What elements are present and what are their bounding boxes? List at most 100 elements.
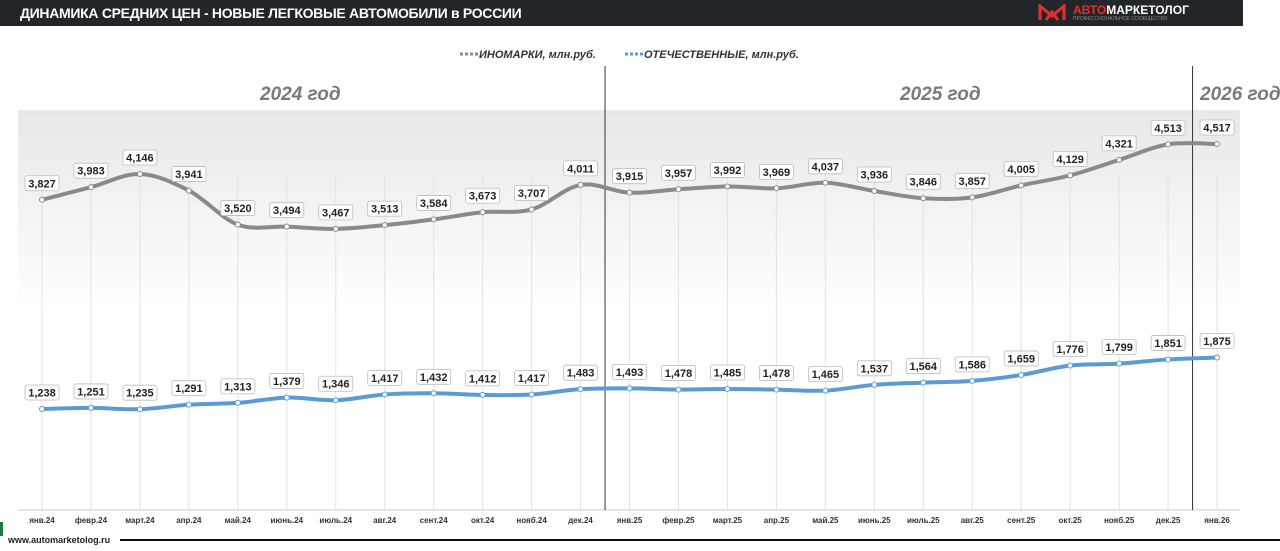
x-tick-label: нояб.25 — [1104, 516, 1135, 525]
data-point — [920, 195, 927, 202]
data-label: 1,659 — [1007, 353, 1035, 365]
data-point — [969, 194, 976, 201]
data-label: 1,478 — [763, 368, 791, 380]
data-label-box — [905, 358, 941, 375]
data-point — [920, 379, 927, 386]
data-point — [430, 390, 437, 397]
data-point — [577, 386, 584, 393]
data-point — [479, 209, 486, 216]
data-label-box — [465, 370, 501, 387]
x-tick-label: апр.25 — [764, 516, 790, 525]
brand-name: АВТОМАРКЕТОЛОГ — [1073, 3, 1189, 17]
data-label: 1,493 — [616, 367, 644, 379]
data-label-box — [612, 363, 647, 380]
x-tick-label: окт.24 — [471, 516, 495, 525]
x-tick-label: дек.24 — [568, 516, 593, 525]
data-label: 3,520 — [224, 203, 252, 215]
data-label-box — [856, 360, 892, 377]
data-label: 1,776 — [1056, 344, 1084, 356]
data-label-box — [465, 187, 501, 204]
data-point — [969, 377, 976, 384]
data-label-box — [1199, 119, 1235, 136]
x-tick-label: сент.25 — [1007, 516, 1036, 525]
data-point — [185, 187, 192, 194]
data-label: 3,936 — [861, 169, 889, 181]
x-tick-label: февр.24 — [75, 516, 108, 525]
data-label-box — [710, 162, 745, 178]
x-tick-label: дек.25 — [1156, 516, 1181, 525]
data-label-box — [710, 364, 745, 381]
data-label-box — [563, 364, 598, 381]
year-label-2025: 2025 год — [899, 84, 981, 105]
data-point — [626, 189, 633, 196]
data-point — [724, 183, 731, 190]
data-label: 3,467 — [322, 207, 350, 219]
data-label: 3,513 — [371, 204, 399, 216]
data-label: 4,037 — [812, 161, 840, 173]
data-label: 1,851 — [1154, 338, 1182, 350]
data-point — [39, 405, 45, 412]
footer-rule — [120, 539, 1280, 541]
data-point — [871, 187, 878, 194]
data-point — [87, 404, 94, 411]
data-point — [626, 385, 633, 392]
data-label-box — [661, 365, 696, 381]
x-tick-label: янв.24 — [29, 516, 55, 525]
data-label: 3,983 — [77, 166, 105, 178]
data-label-box — [954, 356, 990, 373]
data-label-box — [1199, 333, 1235, 349]
x-tick-label: окт.25 — [1059, 516, 1083, 525]
data-label-box — [171, 380, 207, 397]
data-label-box — [269, 373, 305, 389]
data-label: 3,957 — [665, 168, 693, 180]
data-label: 3,992 — [714, 165, 742, 177]
x-tick-label: апр.24 — [176, 516, 202, 525]
data-point — [381, 222, 388, 229]
data-label-box — [1101, 339, 1137, 356]
x-tick-label: март.24 — [125, 516, 155, 525]
data-label: 4,517 — [1203, 123, 1231, 135]
data-label-box — [220, 378, 256, 395]
data-label: 1,483 — [567, 368, 595, 380]
data-point — [39, 196, 45, 203]
data-point — [773, 185, 780, 192]
data-label-box — [24, 175, 60, 192]
data-label-box — [220, 200, 256, 216]
data-label: 4,146 — [126, 153, 154, 165]
data-label-box — [807, 366, 843, 383]
x-tick-label: янв.26 — [1204, 516, 1230, 525]
data-label: 1,586 — [958, 359, 986, 371]
legend-domestic: ОТЕЧЕСТВЕННЫЕ, млн.руб. — [644, 49, 799, 61]
data-point — [1067, 362, 1074, 369]
data-label: 1,799 — [1105, 342, 1133, 354]
data-label-box — [1052, 341, 1088, 357]
data-label-box — [807, 158, 843, 175]
data-label: 1,875 — [1203, 336, 1231, 348]
data-label: 4,129 — [1056, 154, 1084, 166]
data-label: 3,673 — [469, 191, 497, 203]
data-point — [1067, 172, 1074, 179]
data-point — [430, 216, 437, 223]
data-label-box — [122, 384, 158, 401]
data-label: 1,417 — [518, 373, 546, 385]
data-point — [871, 381, 878, 388]
data-label-box — [514, 185, 549, 201]
x-tick-label: июль.25 — [907, 516, 940, 525]
x-tick-label: сент.24 — [420, 516, 449, 525]
data-label-box — [1150, 119, 1186, 136]
brand-part-b: МАРКЕТОЛОГ — [1106, 3, 1189, 17]
data-point — [283, 394, 290, 401]
x-tick-label: март.25 — [713, 516, 743, 525]
data-label-box — [73, 383, 109, 400]
data-label: 1,412 — [469, 373, 497, 385]
data-label: 3,827 — [28, 178, 56, 190]
data-point — [1214, 354, 1221, 361]
data-point — [185, 401, 192, 408]
data-label: 1,313 — [224, 381, 252, 393]
data-point — [1018, 371, 1025, 378]
website-link[interactable]: www.automarketolog.ru — [8, 535, 111, 545]
data-point — [136, 406, 143, 413]
data-label-box — [73, 162, 109, 179]
data-label: 3,846 — [910, 177, 938, 189]
